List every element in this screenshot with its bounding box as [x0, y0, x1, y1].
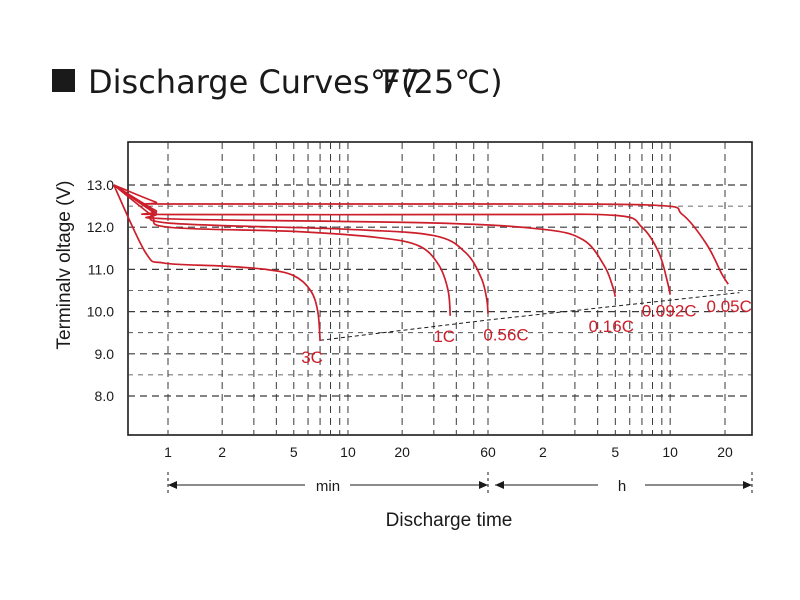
chart-title-paren: (25℃) — [401, 63, 503, 101]
title-square-icon — [52, 69, 75, 92]
x-unit-min: min — [316, 478, 340, 495]
x-tick-label: 1 — [164, 444, 172, 460]
y-tick-label: 8.0 — [95, 388, 115, 404]
series-line — [113, 184, 672, 295]
cutoff-line-layer — [320, 292, 740, 341]
grid — [128, 142, 752, 435]
series-label: 0.05C — [707, 297, 752, 316]
hour-range-bracket — [495, 472, 753, 496]
x-tick-label: 5 — [611, 444, 619, 460]
series-layer: 3C 1C 0.56C 0.16C 0.092C 0.05C — [113, 184, 752, 367]
x-axis-label: Discharge time — [386, 510, 513, 531]
y-tick-label: 10.0 — [87, 304, 114, 320]
x-tick-label: 2 — [218, 444, 226, 460]
x-tick-label: 2 — [539, 444, 547, 460]
series-label: 3C — [301, 348, 323, 367]
series-line — [113, 184, 617, 297]
x-tick-labels: 1 2 5 10 20 60 2 5 10 20 — [164, 444, 733, 460]
y-axis-label: Terminalv oltage (V) — [54, 181, 75, 350]
x-unit-h: h — [618, 478, 626, 495]
cutoff-line — [320, 292, 740, 341]
y-tick-label: 12.0 — [87, 219, 114, 235]
chart-title-unit-f: ℉ — [370, 63, 400, 101]
x-tick-label: 10 — [340, 444, 356, 460]
y-tick-labels: 13.0 12.0 11.0 10.0 9.0 8.0 — [87, 177, 114, 404]
min-range-bracket — [167, 472, 489, 496]
series-label: 1C — [433, 327, 455, 346]
series-label: 0.16C — [589, 317, 634, 336]
series-line — [113, 184, 321, 342]
x-tick-label: 20 — [717, 444, 733, 460]
series-label: 0.56C — [483, 326, 528, 345]
y-tick-label: 9.0 — [95, 346, 115, 362]
x-tick-label: 60 — [480, 444, 496, 460]
x-tick-label: 20 — [394, 444, 410, 460]
x-tick-label: 5 — [290, 444, 298, 460]
series-label: 0.092C — [642, 302, 697, 321]
x-tick-label: 10 — [662, 444, 678, 460]
y-tick-label: 13.0 — [87, 177, 114, 193]
y-tick-label: 11.0 — [88, 261, 114, 277]
plot-area — [127, 141, 753, 436]
series-line — [113, 184, 729, 285]
chart-title: Discharge Curves 77 — [88, 63, 420, 101]
